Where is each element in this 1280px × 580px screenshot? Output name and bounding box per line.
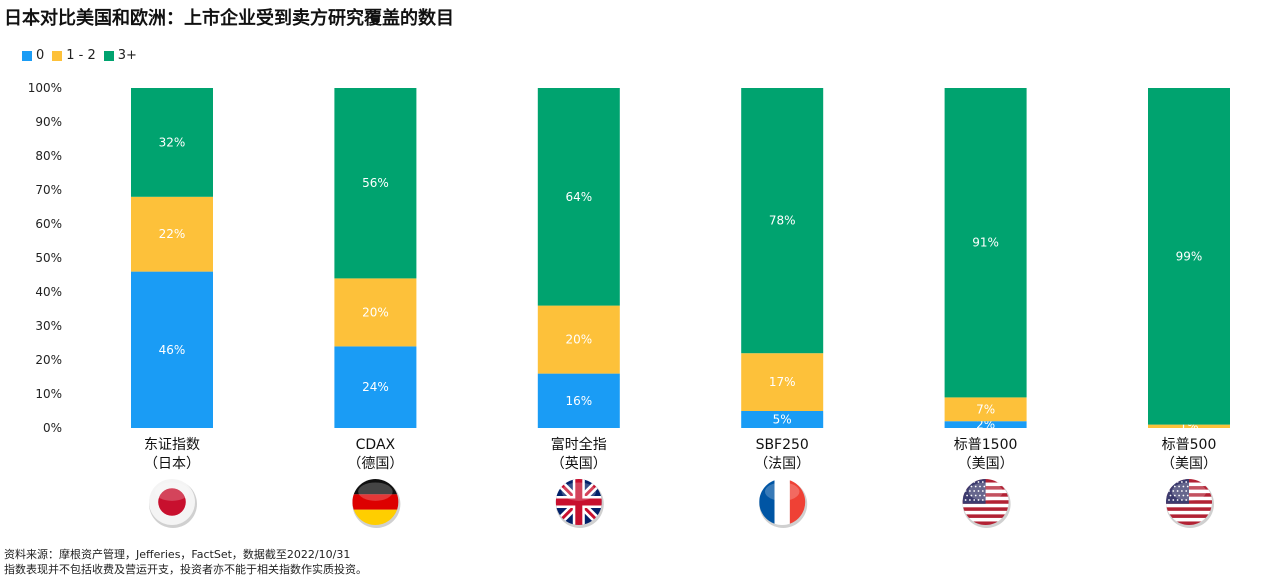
y-tick-label: 70% (35, 183, 62, 197)
y-tick-label: 100% (28, 81, 62, 95)
usa-flag-icon (1166, 479, 1214, 528)
y-tick-label: 10% (35, 387, 62, 401)
data-label: 24% (362, 380, 389, 394)
legend-label-2: 3+ (117, 48, 137, 63)
category-region-label: （日本） (144, 456, 200, 472)
bar-segment-1 (131, 196, 213, 272)
data-label: 64% (565, 190, 592, 204)
legend-label-0: 0 (36, 48, 45, 63)
bar-segment-2 (741, 88, 824, 354)
y-tick-label: 40% (35, 285, 62, 299)
bar-segment-1 (741, 353, 824, 411)
category-label: SBF250 (756, 437, 809, 453)
footnote-disclaimer: 指数表现并不包括收费及营运开支，投资者亦不能于相关指数作实质投资。 (4, 563, 367, 576)
data-label: 22% (159, 227, 186, 241)
y-tick-label: 60% (35, 217, 62, 231)
legend-swatch-2 (103, 50, 114, 61)
france-flag-icon (759, 479, 808, 528)
footnote-source: 资料来源：摩根资产管理，Jefferies，FactSet，数据截至2022/1… (4, 548, 351, 561)
y-tick-label: 50% (35, 251, 62, 265)
category-label: 东证指数 (144, 437, 200, 453)
legend-item-1: 1 - 2 (52, 48, 96, 63)
uk-flag-icon (555, 479, 604, 528)
category-region-label: （法国） (754, 456, 810, 472)
legend-label-1: 1 - 2 (66, 48, 96, 63)
category-label: CDAX (356, 437, 396, 453)
data-label: 91% (972, 236, 999, 250)
data-label: 32% (159, 135, 186, 149)
y-tick-label: 30% (35, 319, 62, 333)
germany-flag-icon (352, 479, 401, 528)
bar-segment-2 (1148, 88, 1230, 425)
legend-swatch-0 (22, 50, 32, 61)
legend: 0 1 - 2 3+ (22, 48, 145, 63)
category-label: 富时全指 (551, 436, 607, 453)
category-region-label: （英国） (551, 455, 607, 472)
bar-segment-2 (131, 88, 213, 197)
y-tick-label: 0% (43, 421, 62, 435)
category-label: 标普1500 (954, 437, 1018, 453)
category-region-label: （德国） (347, 456, 403, 472)
data-label: 16% (565, 394, 592, 408)
data-label: 20% (362, 305, 389, 319)
data-label: 78% (769, 214, 796, 228)
data-label: 7% (976, 402, 995, 416)
category-region-label: （美国） (958, 456, 1014, 472)
bar-segment-1 (334, 278, 417, 347)
category-label: 标普500 (1162, 437, 1217, 453)
bar-segment-0 (334, 346, 417, 428)
data-label: 46% (159, 343, 186, 357)
data-label: 17% (769, 375, 796, 389)
y-tick-label: 90% (35, 115, 62, 129)
japan-flag-icon (149, 479, 197, 528)
legend-item-2: 3+ (103, 48, 137, 63)
y-tick-label: 20% (35, 353, 62, 367)
bar-segment-1 (537, 305, 620, 374)
data-label: 56% (362, 176, 389, 190)
bar-segment-0 (537, 373, 620, 428)
legend-swatch-1 (52, 50, 63, 61)
bar-segment-0 (944, 421, 1027, 428)
legend-item-0: 0 (22, 48, 44, 63)
bar-segment-0 (131, 271, 213, 428)
bar-segment-2 (944, 88, 1027, 398)
bar-segment-0 (741, 411, 824, 428)
bar-segment-2 (537, 88, 620, 306)
usa-flag-icon (962, 479, 1011, 528)
data-label: 5% (773, 413, 792, 427)
bar-segment-1 (1148, 424, 1230, 428)
stacked-bar-chart: 0% 10% 20% 30% 40% 50% 60% 70% 80% 90% 100% 46% 22% 3… (28, 81, 1230, 528)
chart-title: 日本对比美国和欧洲：上市企业受到卖方研究覆盖的数目 (4, 8, 454, 29)
data-label: 99% (1176, 249, 1203, 263)
bar-segment-2 (334, 88, 417, 279)
data-label: 20% (565, 333, 592, 347)
category-region-label: （美国） (1161, 456, 1217, 472)
bar-segment-1 (944, 397, 1027, 422)
y-tick-label: 80% (35, 149, 62, 163)
